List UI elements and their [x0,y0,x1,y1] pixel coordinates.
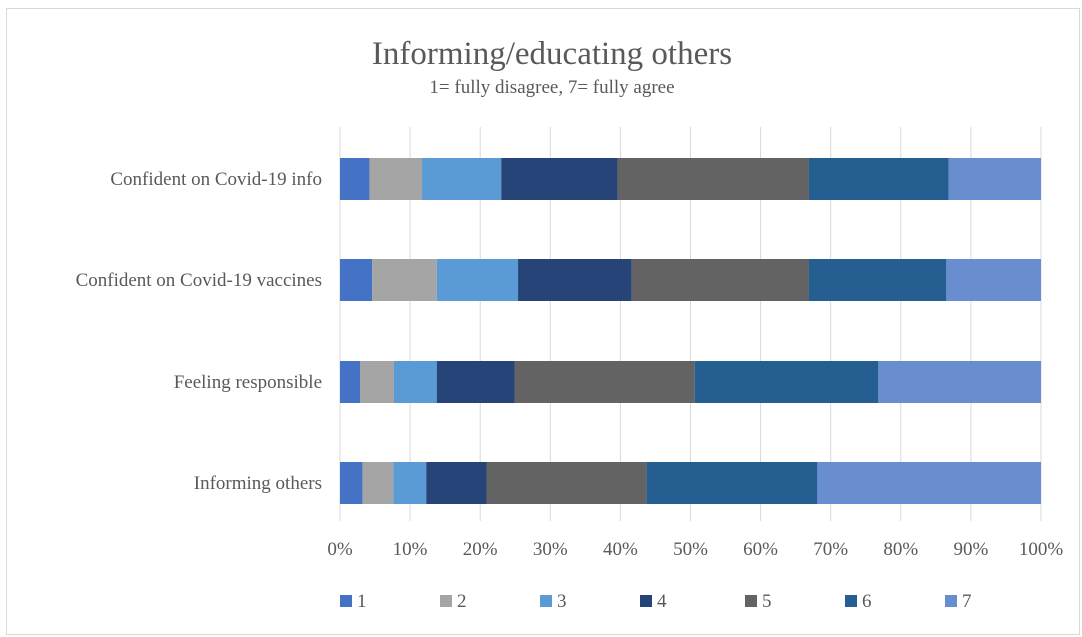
bar-4-series-2 [362,462,394,504]
bar-4-series-5 [486,462,647,504]
x-tick-label-4: 40% [603,539,638,560]
legend-label-6: 6 [862,591,872,612]
x-tick-label-0: 0% [327,539,353,560]
bar-3-series-7 [878,361,1041,403]
x-tick-label-2: 20% [463,539,498,560]
bar-2-series-5 [631,259,809,301]
legend-label-2: 2 [457,591,467,612]
category-labels: Confident on Covid-19 info Confident on C… [76,169,322,494]
bar-1-series-1 [340,158,370,200]
bar-2-series-7 [946,259,1041,301]
bar-4-series-3 [393,462,427,504]
x-tick-label-7: 70% [813,539,848,560]
legend-label-7: 7 [962,591,972,612]
legend-label-1: 1 [357,591,367,612]
bar-2-series-4 [518,259,632,301]
bar-1-series-2 [369,158,423,200]
legend-label-3: 3 [557,591,567,612]
legend-swatch-5 [745,595,757,607]
bar-3-series-3 [393,361,437,403]
chart-frame: Informing/educating others 1= fully disa… [6,8,1080,635]
legend-swatch-1 [340,595,352,607]
legend-label-5: 5 [762,591,772,612]
legend-swatch-6 [845,595,857,607]
bar-3-series-2 [360,361,394,403]
bar-4-series-6 [646,462,818,504]
x-tick-label-9: 90% [953,539,988,560]
bar-2-series-6 [808,259,947,301]
x-tick-labels: 0% 10% 20% 30% 40% 50% 60% 70% 80% 90% 100% [327,539,1063,560]
bar-1-series-4 [501,158,618,200]
legend: 1 2 3 4 5 6 7 [340,591,972,612]
category-label-1: Confident on Covid-19 info [110,169,322,190]
bar-2-series-3 [436,259,519,301]
x-tick-label-1: 10% [393,539,428,560]
bar-1-series-6 [808,158,949,200]
bar-4-series-4 [426,462,487,504]
bar-3-series-1 [340,361,361,403]
bar-1-series-7 [948,158,1041,200]
chart-subtitle: 1= fully disagree, 7= fully agree [429,77,674,98]
x-tick-label-6: 60% [743,539,778,560]
category-label-4: Informing others [194,473,322,494]
chart-svg: Informing/educating others 1= fully disa… [76,36,1064,612]
bar-1-series-3 [422,158,502,200]
category-label-3: Feeling responsible [174,372,322,393]
x-tick-label-8: 80% [883,539,918,560]
bar-2-series-2 [372,259,437,301]
legend-swatch-7 [945,595,957,607]
bar-4-series-7 [817,462,1041,504]
legend-swatch-2 [440,595,452,607]
bar-2-series-1 [340,259,373,301]
legend-label-4: 4 [657,591,667,612]
bar-3-series-4 [436,361,515,403]
legend-swatch-3 [540,595,552,607]
legend-swatch-4 [640,595,652,607]
bar-3-series-6 [694,361,879,403]
bar-4-series-1 [340,462,363,504]
chart-title: Informing/educating others [372,36,732,72]
bar-1-series-5 [617,158,809,200]
x-tick-label-10: 100% [1019,539,1064,560]
x-tick-label-3: 30% [533,539,568,560]
bars [340,158,1041,504]
category-label-2: Confident on Covid-19 vaccines [76,270,322,291]
x-tick-label-5: 50% [673,539,708,560]
bar-3-series-5 [514,361,695,403]
